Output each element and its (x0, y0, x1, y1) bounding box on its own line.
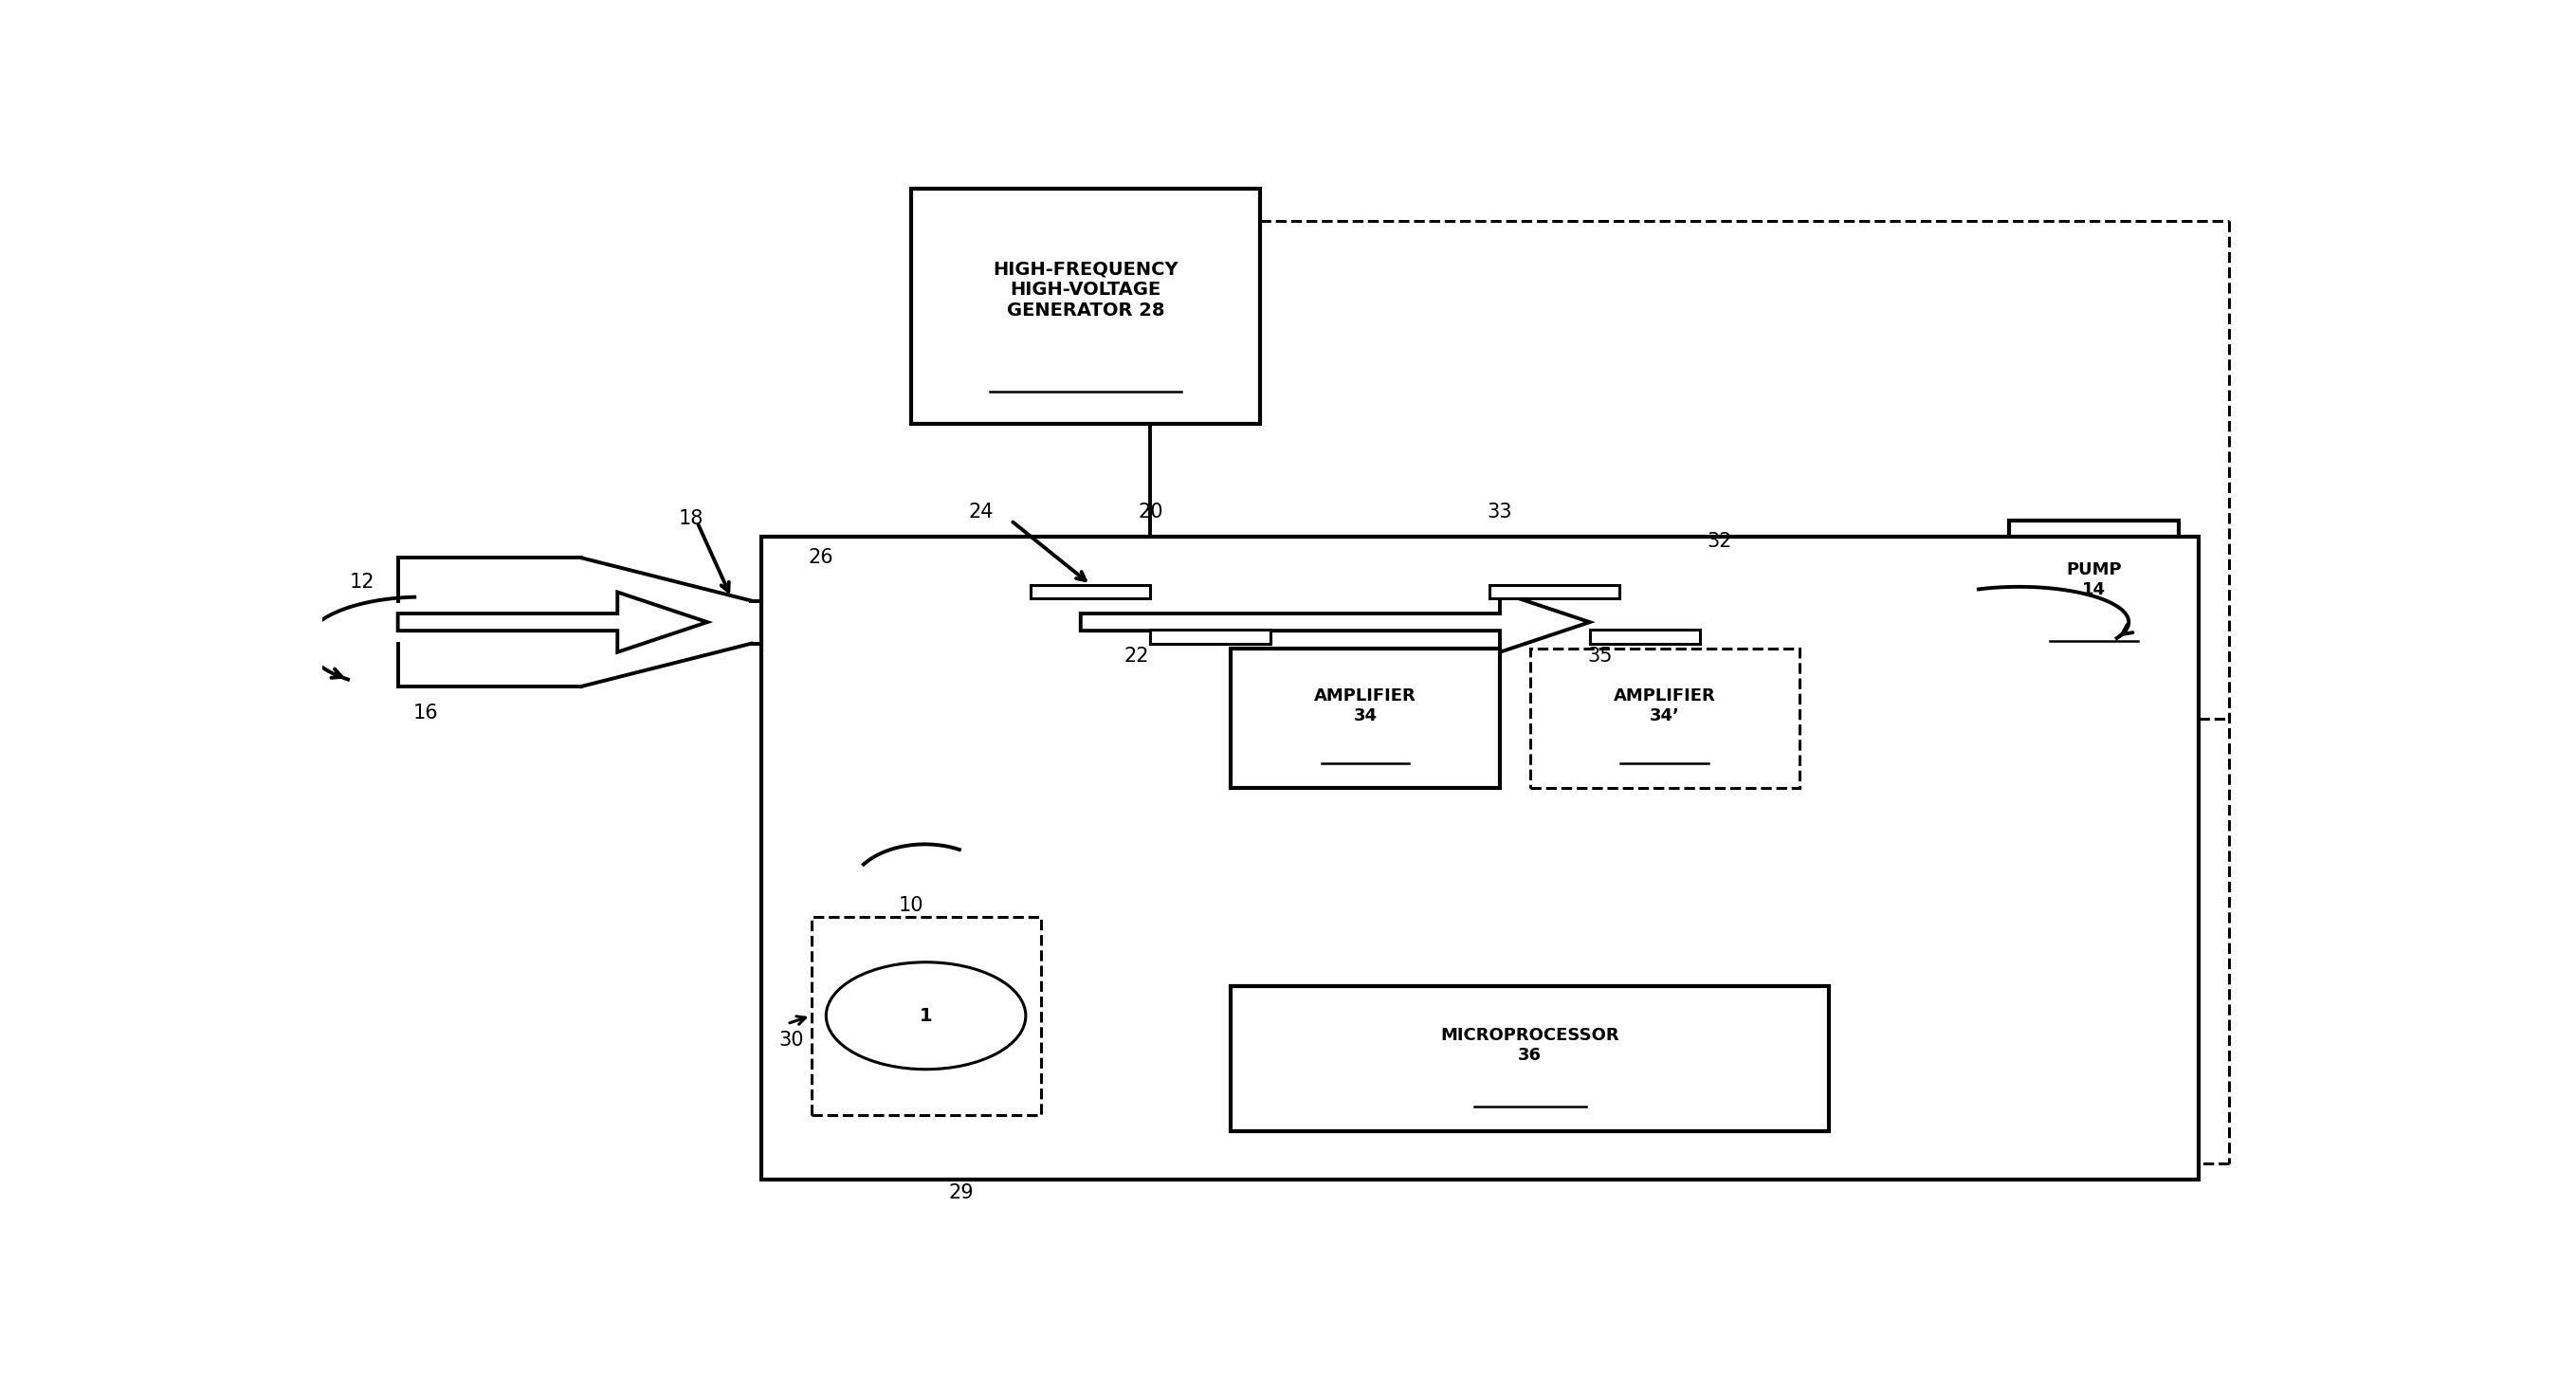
Text: 30: 30 (778, 1031, 804, 1049)
Circle shape (827, 963, 1025, 1070)
FancyBboxPatch shape (1530, 648, 1798, 789)
FancyBboxPatch shape (762, 537, 2197, 1180)
Text: 32: 32 (1708, 533, 1731, 551)
Text: 1: 1 (920, 1007, 933, 1025)
Text: AMPLIFIER
34: AMPLIFIER 34 (1314, 687, 1417, 725)
FancyBboxPatch shape (811, 917, 1041, 1114)
FancyBboxPatch shape (912, 188, 1260, 424)
Bar (1589, 630, 1700, 644)
Polygon shape (397, 593, 708, 652)
Text: 33: 33 (1486, 502, 1512, 522)
Bar (1151, 630, 1270, 644)
Bar (1489, 584, 1620, 598)
FancyBboxPatch shape (1231, 986, 1829, 1131)
Text: HIGH-FREQUENCY
HIGH-VOLTAGE
GENERATOR 28: HIGH-FREQUENCY HIGH-VOLTAGE GENERATOR 28 (992, 260, 1177, 320)
Polygon shape (1082, 593, 1589, 652)
Text: MICROPROCESSOR
36: MICROPROCESSOR 36 (1440, 1028, 1620, 1064)
Text: 10: 10 (899, 896, 925, 915)
Text: 35: 35 (1587, 647, 1613, 666)
Text: AMPLIFIER
34’: AMPLIFIER 34’ (1613, 687, 1716, 725)
Text: 29: 29 (948, 1184, 974, 1202)
Text: 22: 22 (1123, 647, 1149, 666)
Text: 26: 26 (809, 548, 835, 568)
FancyBboxPatch shape (2009, 520, 2179, 665)
Text: 12: 12 (350, 573, 374, 593)
Text: 18: 18 (680, 509, 703, 527)
FancyBboxPatch shape (1231, 648, 1499, 789)
Text: 20: 20 (1139, 502, 1164, 522)
Text: 24: 24 (969, 502, 994, 522)
Bar (1030, 584, 1151, 598)
Text: PUMP
14: PUMP 14 (2066, 562, 2123, 598)
Text: 16: 16 (412, 704, 438, 723)
